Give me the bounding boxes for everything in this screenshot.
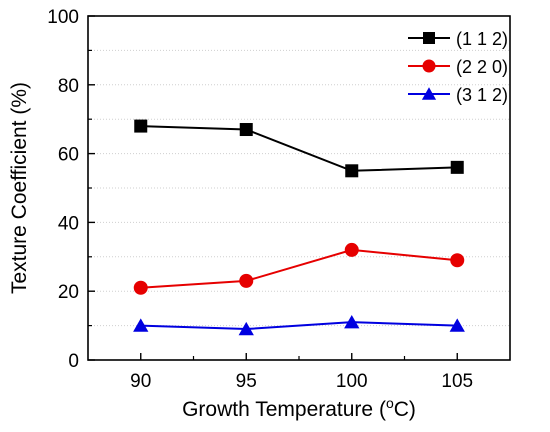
data-point bbox=[450, 253, 465, 268]
y-axis-title: Texture Coefficient (%) bbox=[8, 82, 31, 294]
axes: 0 20 40 60 80 100 90 95 100 105 bbox=[47, 7, 473, 392]
legend-item: (1 1 2) bbox=[408, 29, 508, 49]
legend-item: (2 2 0) bbox=[408, 57, 508, 77]
x-tick-label: 90 bbox=[130, 371, 151, 392]
legend-label: (2 2 0) bbox=[456, 57, 508, 77]
legend-item: (3 1 2) bbox=[408, 85, 508, 105]
x-tick-label: 95 bbox=[236, 371, 257, 392]
legend-marker bbox=[422, 59, 436, 73]
data-point bbox=[239, 273, 254, 288]
series bbox=[133, 119, 465, 336]
data-point bbox=[345, 164, 359, 178]
y-tick-label: 20 bbox=[58, 282, 79, 303]
series-line bbox=[140, 248, 458, 289]
data-point bbox=[239, 123, 253, 137]
data-point bbox=[344, 242, 359, 257]
x-tick-label: 100 bbox=[336, 371, 368, 392]
data-point bbox=[133, 280, 148, 295]
legend-label: (1 1 2) bbox=[456, 29, 508, 49]
data-point bbox=[134, 119, 148, 133]
series-triangle bbox=[133, 314, 465, 336]
legend-label: (3 1 2) bbox=[456, 85, 508, 105]
data-point bbox=[450, 160, 464, 174]
data-point bbox=[133, 318, 149, 332]
x-axis-title-superscript: o bbox=[386, 395, 394, 411]
y-tick-label: 80 bbox=[58, 76, 79, 97]
legend: (1 1 2) (2 2 0) (3 1 2) bbox=[408, 29, 508, 105]
y-tick-label: 60 bbox=[58, 145, 79, 166]
x-tick-label: 105 bbox=[441, 371, 473, 392]
series-circle bbox=[133, 242, 465, 295]
grid bbox=[88, 49, 510, 327]
x-axis-title-main: Growth Temperature ( bbox=[182, 398, 386, 421]
legend-marker bbox=[421, 87, 437, 100]
y-tick-label: 0 bbox=[68, 351, 79, 372]
x-axis-title-suffix: C) bbox=[394, 398, 416, 421]
data-point bbox=[344, 314, 360, 329]
data-point bbox=[238, 321, 254, 336]
y-tick-label: 40 bbox=[58, 213, 79, 234]
legend-marker bbox=[423, 32, 435, 44]
data-point bbox=[449, 318, 465, 332]
series-line bbox=[140, 125, 458, 172]
series-square bbox=[134, 119, 464, 178]
x-axis-title: Growth Temperature (oC) bbox=[182, 395, 416, 421]
series-line bbox=[140, 321, 458, 331]
y-tick-label: 100 bbox=[47, 7, 79, 28]
